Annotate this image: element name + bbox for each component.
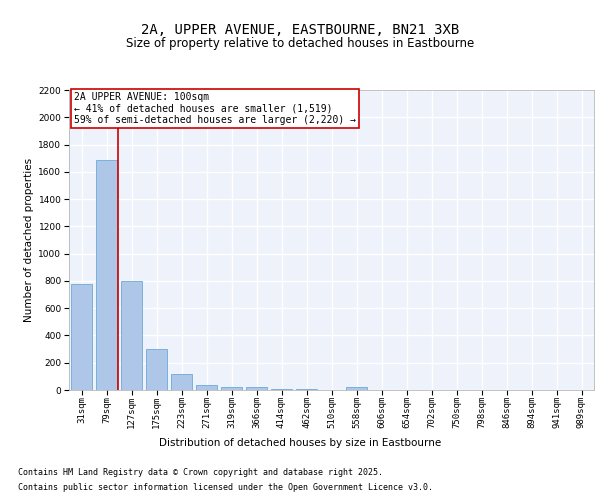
Bar	[146, 349, 167, 390]
Bar	[271, 388, 292, 390]
Text: Size of property relative to detached houses in Eastbourne: Size of property relative to detached ho…	[126, 38, 474, 51]
Bar	[196, 385, 217, 390]
Bar	[171, 374, 192, 390]
Bar	[346, 388, 367, 390]
Bar	[121, 281, 142, 390]
Text: Distribution of detached houses by size in Eastbourne: Distribution of detached houses by size …	[159, 438, 441, 448]
Bar	[221, 386, 242, 390]
Bar	[96, 160, 117, 390]
Text: 2A UPPER AVENUE: 100sqm
← 41% of detached houses are smaller (1,519)
59% of semi: 2A UPPER AVENUE: 100sqm ← 41% of detache…	[74, 92, 356, 124]
Bar	[71, 284, 92, 390]
Text: 2A, UPPER AVENUE, EASTBOURNE, BN21 3XB: 2A, UPPER AVENUE, EASTBOURNE, BN21 3XB	[141, 22, 459, 36]
Text: Contains public sector information licensed under the Open Government Licence v3: Contains public sector information licen…	[18, 483, 433, 492]
Y-axis label: Number of detached properties: Number of detached properties	[24, 158, 34, 322]
Bar	[246, 388, 267, 390]
Text: Contains HM Land Registry data © Crown copyright and database right 2025.: Contains HM Land Registry data © Crown c…	[18, 468, 383, 477]
